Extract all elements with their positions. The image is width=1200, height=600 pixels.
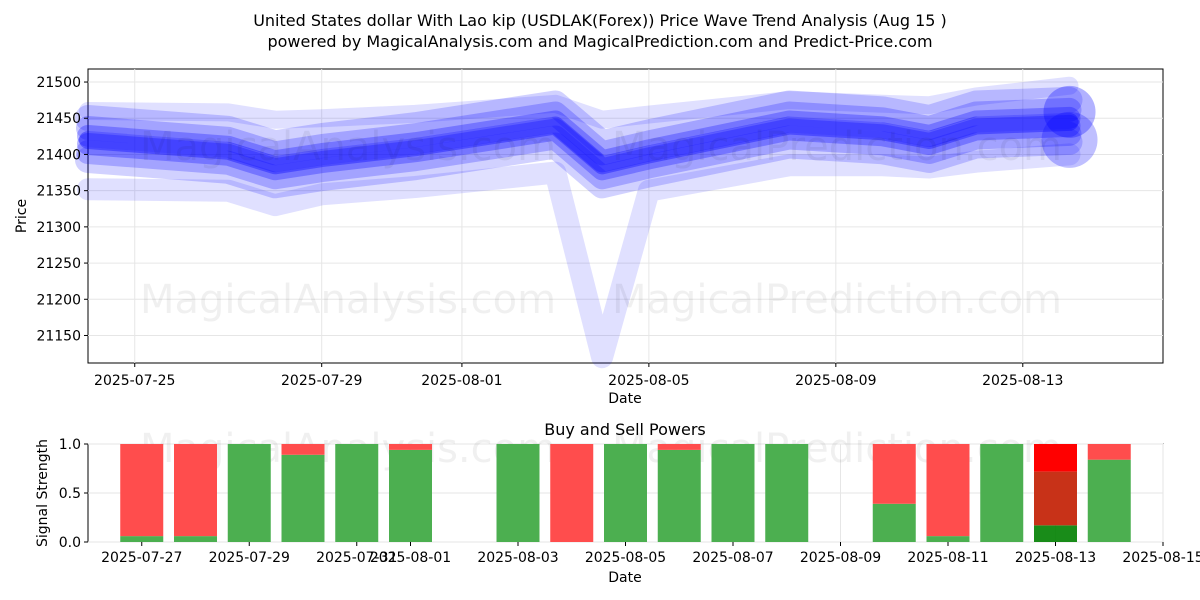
- watermark-text: MagicalAnalysis.com: [140, 124, 556, 170]
- price-grid: [88, 69, 1163, 363]
- power-x-tick-label: 2025-08-03: [477, 550, 558, 566]
- sell-bar: [872, 444, 916, 504]
- power-x-tick-label: 2025-08-01: [370, 550, 451, 566]
- buy-bar: [926, 536, 970, 542]
- wave-layer: [75, 128, 1083, 199]
- wave-layer: [76, 97, 1082, 166]
- power-x-tick-label: 2025-08-13: [1015, 550, 1096, 566]
- power-x-axis-label: Date: [608, 570, 641, 586]
- wave-end-blob: [1041, 111, 1098, 168]
- price-x-tick-label: 2025-08-13: [982, 373, 1063, 389]
- buy-bar: [496, 444, 540, 542]
- power-x-tick-label: 2025-08-07: [692, 550, 773, 566]
- buy-bar: [711, 444, 755, 542]
- sell-bar: [550, 444, 594, 542]
- price-x-axis-label: Date: [608, 391, 641, 407]
- price-wave: [75, 76, 1098, 369]
- buy-bar: [227, 444, 271, 542]
- price-axes: 21150 21200 21250 21300 21350 21400 21450 21500…: [36, 75, 1063, 389]
- price-y-axis-label: Price: [14, 199, 30, 233]
- buy-bar: [1087, 459, 1131, 542]
- power-x-tick-label: 2025-08-09: [800, 550, 881, 566]
- sell-bar: [120, 444, 164, 537]
- price-y-tick-label: 21150: [36, 328, 81, 344]
- power-x-tick-label: 2025-07-27: [101, 550, 182, 566]
- wave-layer: [77, 114, 1081, 181]
- sell-bar: [926, 444, 970, 537]
- price-x-tick-label: 2025-07-29: [281, 373, 362, 389]
- price-y-tick-label: 21250: [36, 256, 81, 272]
- sell-bar: [1034, 444, 1077, 472]
- power-title: Buy and Sell Powers: [544, 420, 706, 439]
- power-panel: Buy and Sell Powers MagicalAnalysis.comM…: [35, 420, 1200, 586]
- mixed-bar: [1034, 471, 1077, 526]
- sell-bar: [1087, 444, 1131, 460]
- buy-bar: [872, 503, 916, 542]
- buy-bar: [120, 536, 164, 542]
- buy-bar: [604, 444, 647, 542]
- price-watermarks: MagicalAnalysis.com MagicalPrediction.com…: [140, 124, 1062, 323]
- chart-title-line1: United States dollar With Lao kip (USDLA…: [253, 11, 947, 30]
- wave-layer: [75, 86, 1083, 157]
- price-x-tick-label: 2025-08-09: [795, 373, 876, 389]
- watermark-text: MagicalPrediction.com: [612, 277, 1062, 323]
- buy-bar: [765, 444, 809, 542]
- wave-band-upper: [79, 76, 1079, 129]
- sell-bar: [389, 444, 432, 450]
- buy-bar: [657, 449, 701, 542]
- power-x-tick-label: 2025-07-31: [316, 550, 397, 566]
- buy-bar: [980, 444, 1024, 542]
- price-y-tick-label: 21350: [36, 184, 81, 200]
- power-y-tick-label: 1.0: [59, 437, 81, 453]
- buy-bar: [281, 454, 325, 542]
- power-x-tick-label: 2025-08-15: [1122, 550, 1200, 566]
- sell-bar: [281, 444, 325, 455]
- power-y-axis-label: Signal Strength: [35, 439, 51, 547]
- price-panel: MagicalAnalysis.com MagicalPrediction.com…: [14, 68, 1164, 407]
- power-bars: [120, 444, 1131, 542]
- price-x-tick-label: 2025-07-25: [94, 373, 175, 389]
- price-y-tick-label: 21300: [36, 220, 81, 236]
- buy-bar: [174, 536, 217, 542]
- power-y-tick-label: 0.0: [59, 535, 81, 551]
- power-x-tick-label: 2025-07-29: [209, 550, 290, 566]
- chart-title-line2: powered by MagicalAnalysis.com and Magic…: [267, 32, 932, 51]
- wave-band-lower: [77, 143, 1081, 369]
- power-x-tick-label: 2025-08-05: [585, 550, 666, 566]
- wave-layer: [77, 106, 1081, 173]
- wave-layer: [76, 121, 1082, 190]
- buy-bar: [389, 449, 432, 542]
- watermark-text: MagicalAnalysis.com: [140, 277, 556, 323]
- buy-bar: [1034, 525, 1077, 542]
- price-x-tick-label: 2025-08-05: [608, 373, 689, 389]
- price-x-tick-label: 2025-08-01: [421, 373, 502, 389]
- wave-end-blob: [1043, 85, 1096, 138]
- price-y-tick-label: 21500: [36, 75, 81, 91]
- price-y-tick-label: 21450: [36, 111, 81, 127]
- sell-bar: [657, 444, 701, 450]
- power-x-tick-label: 2025-08-11: [907, 550, 988, 566]
- watermark-text: MagicalPrediction.com: [612, 124, 1062, 170]
- buy-bar: [335, 444, 379, 542]
- price-y-tick-label: 21200: [36, 292, 81, 308]
- price-y-tick-label: 21400: [36, 147, 81, 163]
- sell-bar: [174, 444, 217, 537]
- power-y-tick-label: 0.5: [59, 486, 81, 502]
- wave-layer: [79, 112, 1079, 175]
